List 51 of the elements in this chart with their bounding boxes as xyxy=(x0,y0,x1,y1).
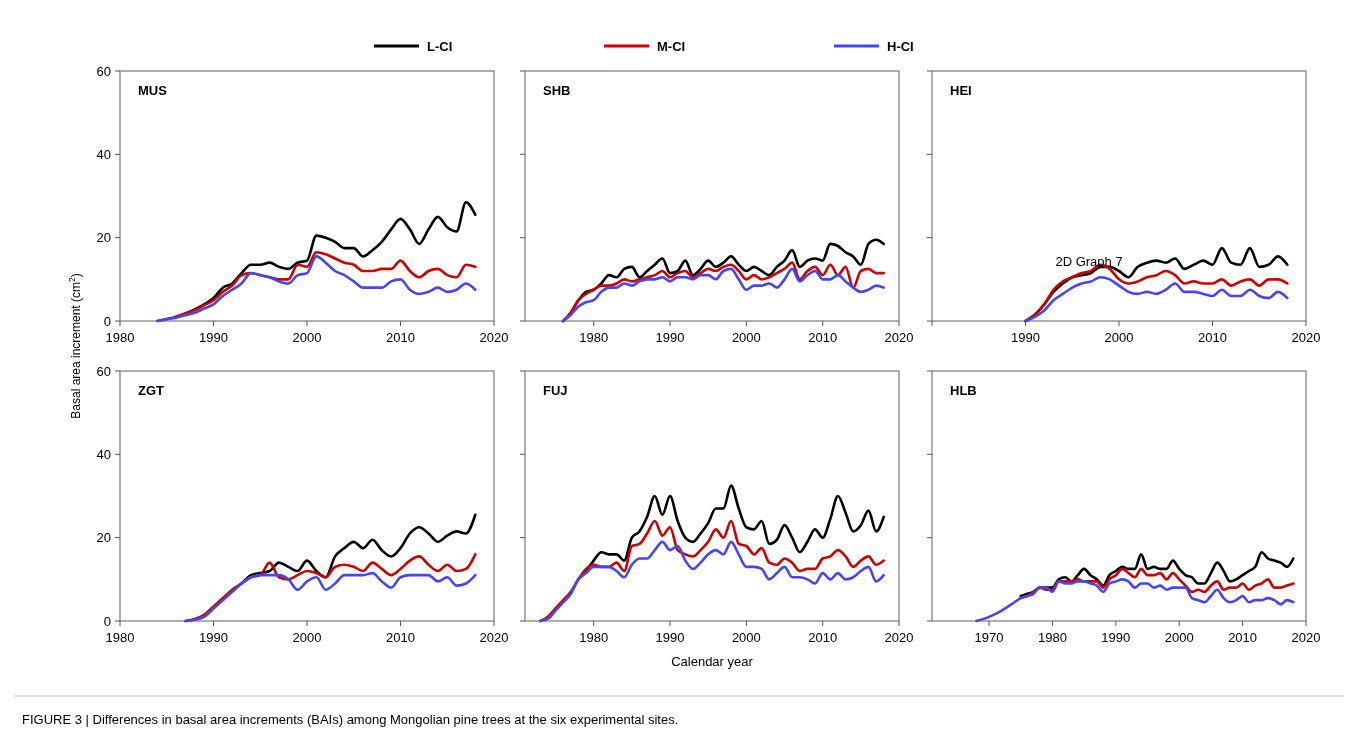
x-tick-label: 1980 xyxy=(579,330,609,345)
x-tick-label: 1990 xyxy=(1101,630,1131,645)
x-tick-label: 2000 xyxy=(731,630,761,645)
x-tick-label: 2010 xyxy=(808,630,838,645)
y-tick-label: 20 xyxy=(96,230,111,246)
x-tick-label: 1990 xyxy=(655,330,685,345)
x-tick-label: 2020 xyxy=(1291,630,1321,645)
x-tick-label: 2020 xyxy=(884,630,914,645)
caption: FIGURE 3 | Differences in basal area increments (BAIs) among Mongolian pine trees at the six experimental sites. xyxy=(22,712,679,727)
x-tick-label: 2020 xyxy=(884,330,914,345)
x-tick-label: 2010 xyxy=(808,330,838,345)
legend-label: H-CI xyxy=(887,38,914,54)
y-tick-label: 20 xyxy=(96,530,111,546)
x-axis-title: Calendar year xyxy=(671,654,754,669)
x-tick-label: 1970 xyxy=(974,630,1004,645)
x-tick-label: 2010 xyxy=(1198,330,1227,345)
x-tick-label: 2010 xyxy=(386,330,415,345)
x-tick-label: 2010 xyxy=(1228,630,1258,645)
y-tick-label: 40 xyxy=(96,146,111,162)
legend-label: L-CI xyxy=(427,38,453,54)
x-tick-label: 2020 xyxy=(1291,330,1321,345)
x-tick-label: 1990 xyxy=(199,630,228,645)
x-tick-label: 2000 xyxy=(292,330,322,345)
x-tick-label: 2000 xyxy=(292,630,322,645)
x-tick-label: 1980 xyxy=(1037,630,1067,645)
x-tick-label: 1990 xyxy=(1011,330,1040,345)
line-series xyxy=(184,571,477,623)
text: HEI xyxy=(950,83,972,98)
x-tick-label: 2000 xyxy=(731,330,761,345)
legend-label: M-CI xyxy=(657,38,686,54)
x-tick-label: 1980 xyxy=(105,630,135,645)
x-tick-label: 2020 xyxy=(479,630,509,645)
annotation: 2D Graph 7 xyxy=(1055,254,1123,269)
x-tick-label: 2010 xyxy=(386,630,415,645)
y-tick-label: 40 xyxy=(96,446,111,462)
text: HLB xyxy=(950,383,977,398)
x-tick-label: 2000 xyxy=(1164,630,1194,645)
x-tick-label: 2020 xyxy=(479,330,509,345)
x-tick-label: 1990 xyxy=(199,330,228,345)
text: MUS xyxy=(138,83,168,98)
text: FUJ xyxy=(543,383,568,398)
y-tick-label: 0 xyxy=(103,313,111,329)
y-tick-label: 60 xyxy=(96,63,111,79)
text: ZGT xyxy=(138,383,165,398)
text: SHB xyxy=(543,83,571,98)
y-tick-label: 0 xyxy=(103,613,111,629)
y-tick-label: 60 xyxy=(96,363,111,379)
x-tick-label: 1980 xyxy=(105,330,135,345)
x-tick-label: 1990 xyxy=(655,630,685,645)
x-tick-label: 2000 xyxy=(1104,330,1134,345)
x-tick-label: 1980 xyxy=(579,630,609,645)
